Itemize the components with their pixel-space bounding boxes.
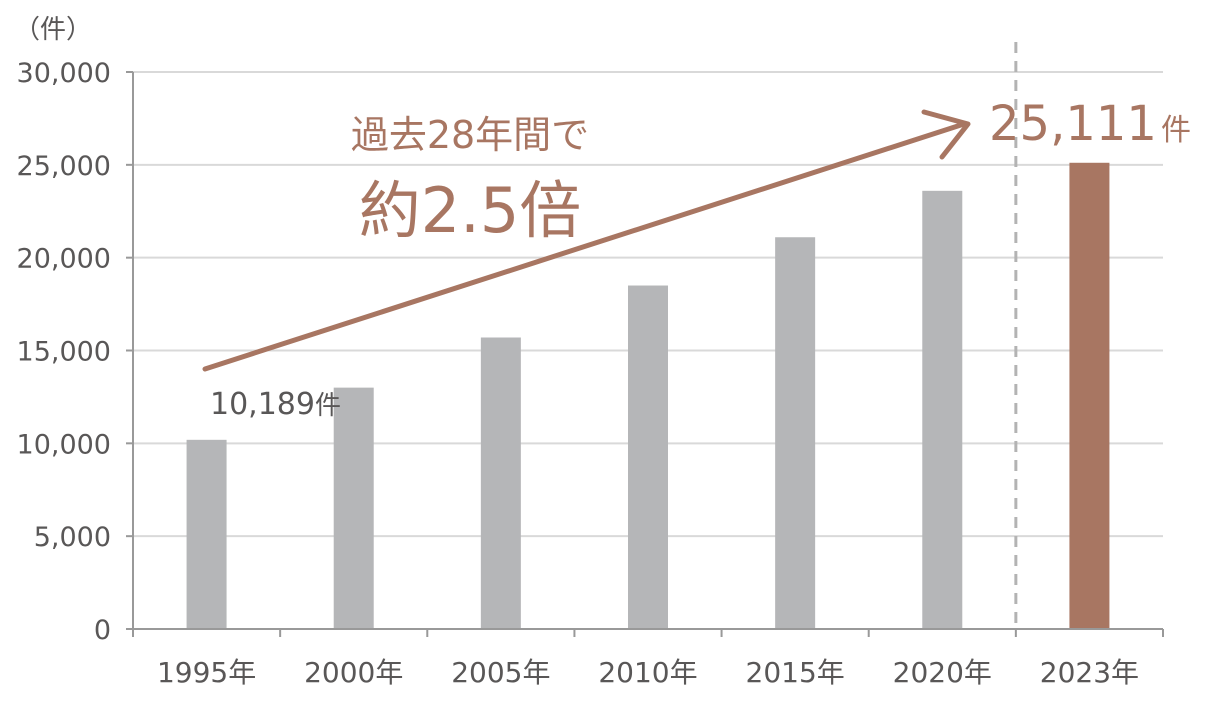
y-tick-label: 15,000 (17, 337, 111, 368)
bar-highlight (1069, 162, 1110, 629)
end-value-number: 25,111 (989, 96, 1157, 152)
y-tick-label: 0 (94, 615, 111, 646)
bar (922, 190, 963, 629)
headline-line1: 過去28年間で (351, 113, 589, 157)
trend-arrow-head-icon (921, 109, 971, 160)
y-tick-label: 30,000 (17, 58, 111, 89)
axes (126, 42, 1164, 637)
bar (186, 439, 227, 629)
end-value-unit: 件 (1161, 113, 1191, 148)
end-value-label: 25,111 件 (989, 96, 1191, 152)
x-tick-label: 1995年 (157, 656, 256, 689)
bar (333, 387, 374, 629)
x-tick-label: 2010年 (598, 656, 697, 689)
x-tick-label: 2015年 (746, 656, 845, 689)
y-tick-label: 20,000 (17, 244, 111, 275)
x-tick-label: 2023年 (1040, 656, 1139, 689)
bars (186, 162, 1110, 629)
y-tick-label: 5,000 (34, 522, 111, 553)
x-tick-label: 2020年 (893, 656, 992, 689)
bar (628, 285, 668, 629)
bar (480, 337, 521, 629)
start-value-label: 10,189件 (210, 387, 341, 422)
start-value-unit: 件 (315, 391, 341, 421)
headline-line2: 約2.5倍 (359, 174, 582, 247)
x-tick-label: 2005年 (451, 656, 550, 689)
y-axis-unit-label: （件） (14, 15, 92, 45)
y-tick-label: 10,000 (17, 429, 111, 460)
trend-arrow-line (202, 121, 967, 372)
start-value-number: 10,189 (210, 387, 315, 422)
y-tick-label: 25,000 (17, 151, 111, 182)
x-tick-label: 2000年 (304, 656, 403, 689)
annotations: 10,189件 過去28年間で 約2.5倍 25,111 件 (202, 96, 1191, 422)
bar (775, 237, 816, 629)
labels: 0 5,000 10,000 15,000 20,000 25,000 30,000 1995… (17, 58, 1140, 689)
